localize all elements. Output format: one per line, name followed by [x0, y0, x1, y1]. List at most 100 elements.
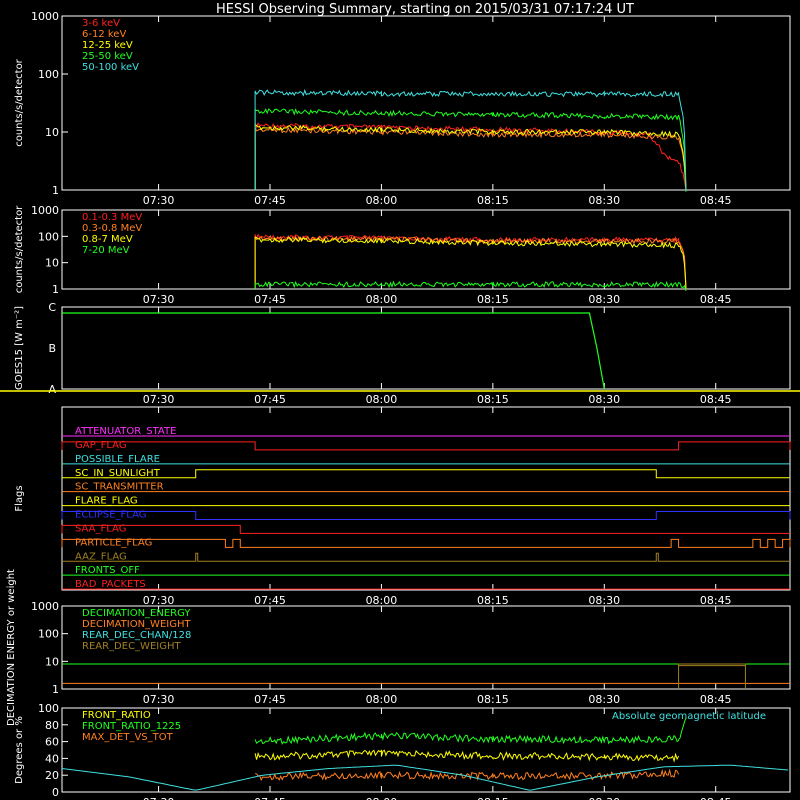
x-tick-label: 08:45	[700, 194, 732, 207]
x-tick-label: 08:45	[700, 796, 732, 800]
x-tick-label: 07:30	[143, 796, 175, 800]
x-tick-label: 08:15	[477, 594, 509, 607]
x-tick-label: 08:00	[366, 393, 398, 406]
legend-entry: 0.8-7 MeV	[82, 234, 133, 245]
flag-line	[61, 511, 791, 520]
x-tick-label: 08:00	[366, 796, 398, 800]
x-tick-label: 07:45	[254, 293, 286, 306]
x-tick-label: 07:45	[254, 393, 286, 406]
x-tick-label: 07:45	[254, 796, 286, 800]
panel-frame	[61, 406, 791, 591]
series-line	[254, 108, 687, 192]
x-tick-label: 08:30	[588, 594, 620, 607]
x-tick-label: 08:15	[477, 693, 509, 706]
y-tick-label: 20	[45, 769, 59, 782]
legend-entry: 12-25 keV	[82, 40, 133, 51]
x-tick-label: 08:15	[477, 393, 509, 406]
legend-entry: FRONT_RATIO_1225	[82, 721, 181, 732]
legend-entry: FRONT_RATIO	[82, 710, 151, 721]
rear-dec-weight-box	[678, 663, 746, 689]
flag-label: GAP_FLAG	[75, 440, 127, 451]
flag-label: POSSIBLE_FLARE	[75, 454, 160, 465]
y-tick-label: 100	[38, 628, 59, 641]
series-line	[254, 88, 687, 191]
y-tick-label: 1	[52, 283, 59, 296]
panel-frame	[61, 707, 791, 793]
x-tick-label: 07:30	[143, 293, 175, 306]
y-axis-label: counts/s/detector	[14, 205, 25, 293]
flag-label: ECLIPSE_FLAG	[75, 510, 146, 521]
x-tick-label: 08:30	[588, 194, 620, 207]
panel-decimation: 07:30 07:45 08:00 08:15 08:30 08:45 DECIMATION…	[6, 569, 791, 726]
x-tick-label: 07:30	[143, 393, 175, 406]
x-tick-label: 08:30	[588, 796, 620, 800]
series-line	[254, 124, 687, 191]
y-tick-label: 100	[38, 230, 59, 243]
flag-label: ATTENUATOR_STATE	[75, 426, 176, 437]
x-tick-label: 07:45	[254, 194, 286, 207]
y-axis-label: Flags	[14, 485, 25, 511]
x-tick-label: 08:30	[588, 693, 620, 706]
x-tick-label: 08:00	[366, 594, 398, 607]
y-tick-label: 0	[52, 786, 59, 799]
flag-label: FRONTS_OFF	[75, 565, 140, 576]
panel-ratios: 07:30 07:45 08:00 08:15 08:30 08:45 Degrees or…	[14, 702, 791, 800]
y-tick-label: 1000	[31, 204, 59, 217]
y-axis-label: Degrees or %	[14, 716, 25, 784]
legend-entry: 3-6 keV	[82, 18, 120, 29]
legend-entry: DECIMATION_ENERGY	[82, 608, 191, 619]
legend-entry: 0.1-0.3 MeV	[82, 212, 142, 223]
flag-label: SC_TRANSMITTER	[75, 482, 164, 493]
flag-line	[62, 469, 790, 479]
y-tick-label: 1000	[31, 10, 59, 23]
flag-line	[62, 552, 790, 562]
series-line	[254, 717, 687, 745]
series-line	[254, 236, 687, 290]
y-tick-label: 10	[45, 257, 59, 270]
x-tick-label: 08:00	[366, 194, 398, 207]
x-tick-label: 08:30	[588, 293, 620, 306]
x-tick-label: 08:15	[477, 194, 509, 207]
legend-entry: 6-12 keV	[82, 29, 126, 40]
x-tick-label: 07:30	[143, 693, 175, 706]
x-tick-label: 08:15	[477, 796, 509, 800]
chart-title: HESSI Observing Summary, starting on 201…	[216, 2, 634, 17]
legend-entry: REAR_DEC_CHAN/128	[82, 630, 191, 641]
flag-line	[61, 441, 791, 451]
y-axis-label: GOES15 [W m⁻²]	[14, 306, 25, 390]
flag-label: FLARE_FLAG	[75, 496, 138, 507]
x-tick-label: 08:00	[366, 293, 398, 306]
series-line	[254, 280, 687, 291]
y-tick-label: 1	[52, 683, 59, 696]
y-tick-label: 100	[38, 702, 59, 715]
y-tick-label: 10	[45, 126, 59, 139]
y-tick-label: 1	[52, 184, 59, 197]
legend-entry: REAR_DEC_WEIGHT	[82, 641, 181, 652]
y-tick-label: 10	[45, 655, 59, 668]
flag-line	[61, 524, 790, 534]
panel-frame	[61, 306, 791, 390]
panel-counts-low: 07:30 07:45 08:00 08:15 08:30 08:45 counts/s/d…	[14, 10, 791, 207]
panel-frame	[61, 15, 791, 191]
x-tick-label: 08:45	[700, 693, 732, 706]
x-tick-label: 07:30	[143, 194, 175, 207]
x-tick-label: 07:45	[254, 594, 286, 607]
series-line	[62, 312, 605, 390]
x-tick-label: 08:45	[700, 594, 732, 607]
x-tick-label: 07:30	[143, 594, 175, 607]
y-tick-label: 100	[38, 68, 59, 81]
series-line	[255, 768, 680, 782]
flag-label: SC_IN_SUNLIGHT	[75, 468, 161, 479]
y-tick-label: 80	[45, 719, 59, 732]
y-tick-label: B	[48, 342, 56, 355]
series-line	[254, 126, 687, 191]
x-tick-label: 08:30	[588, 393, 620, 406]
legend-entry: 25-50 keV	[82, 51, 133, 62]
x-tick-label: 07:45	[254, 693, 286, 706]
panel-flags: 07:30 07:45 08:00 08:15 08:30 08:45 Flags ATTEN…	[14, 406, 791, 607]
annotation-label: Absolute geomagnetic latitude	[612, 711, 766, 722]
x-tick-label: 08:45	[700, 393, 732, 406]
x-tick-label: 08:15	[477, 293, 509, 306]
series-line	[254, 749, 680, 763]
panel-frame	[61, 605, 791, 690]
